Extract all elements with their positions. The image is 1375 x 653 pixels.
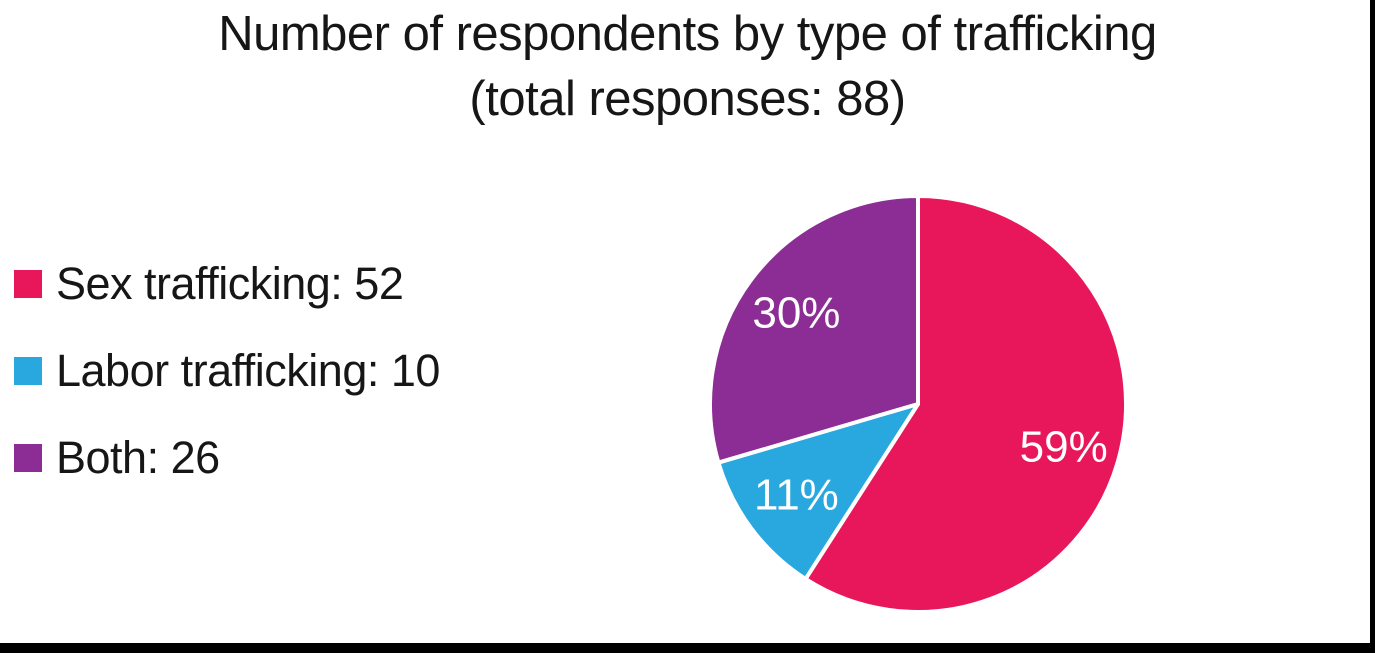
pie-slice-labor-trafficking <box>716 402 920 581</box>
pie-slice-both <box>708 194 920 465</box>
legend-item-both: Both: 26 <box>14 414 440 501</box>
legend-swatch-labor-trafficking <box>14 356 42 385</box>
legend-swatch-both <box>14 443 42 472</box>
pie-slice-label-labor-trafficking: 11% <box>754 471 839 520</box>
pie-slice-label-both: 30% <box>752 289 840 338</box>
legend-label-sex-trafficking: Sex trafficking: 52 <box>56 257 404 309</box>
chart-legend: Sex trafficking: 52 Labor trafficking: 1… <box>14 240 440 501</box>
pie-slice-label-sex-trafficking: 59% <box>1020 422 1108 471</box>
pie-slice-sex-trafficking <box>803 194 1128 614</box>
legend-item-labor-trafficking: Labor trafficking: 10 <box>14 327 440 414</box>
chart-title-block: Number of respondents by type of traffic… <box>0 2 1375 132</box>
page-edge-bottom <box>0 643 1375 653</box>
chart-subtitle: (total responses: 88) <box>469 72 906 126</box>
legend-swatch-sex-trafficking <box>14 269 42 298</box>
chart-title: Number of respondents by type of traffic… <box>218 7 1157 61</box>
legend-item-sex-trafficking: Sex trafficking: 52 <box>14 240 440 327</box>
legend-label-labor-trafficking: Labor trafficking: 10 <box>56 344 440 396</box>
legend-label-both: Both: 26 <box>56 431 220 483</box>
page-edge-right <box>1370 0 1375 653</box>
